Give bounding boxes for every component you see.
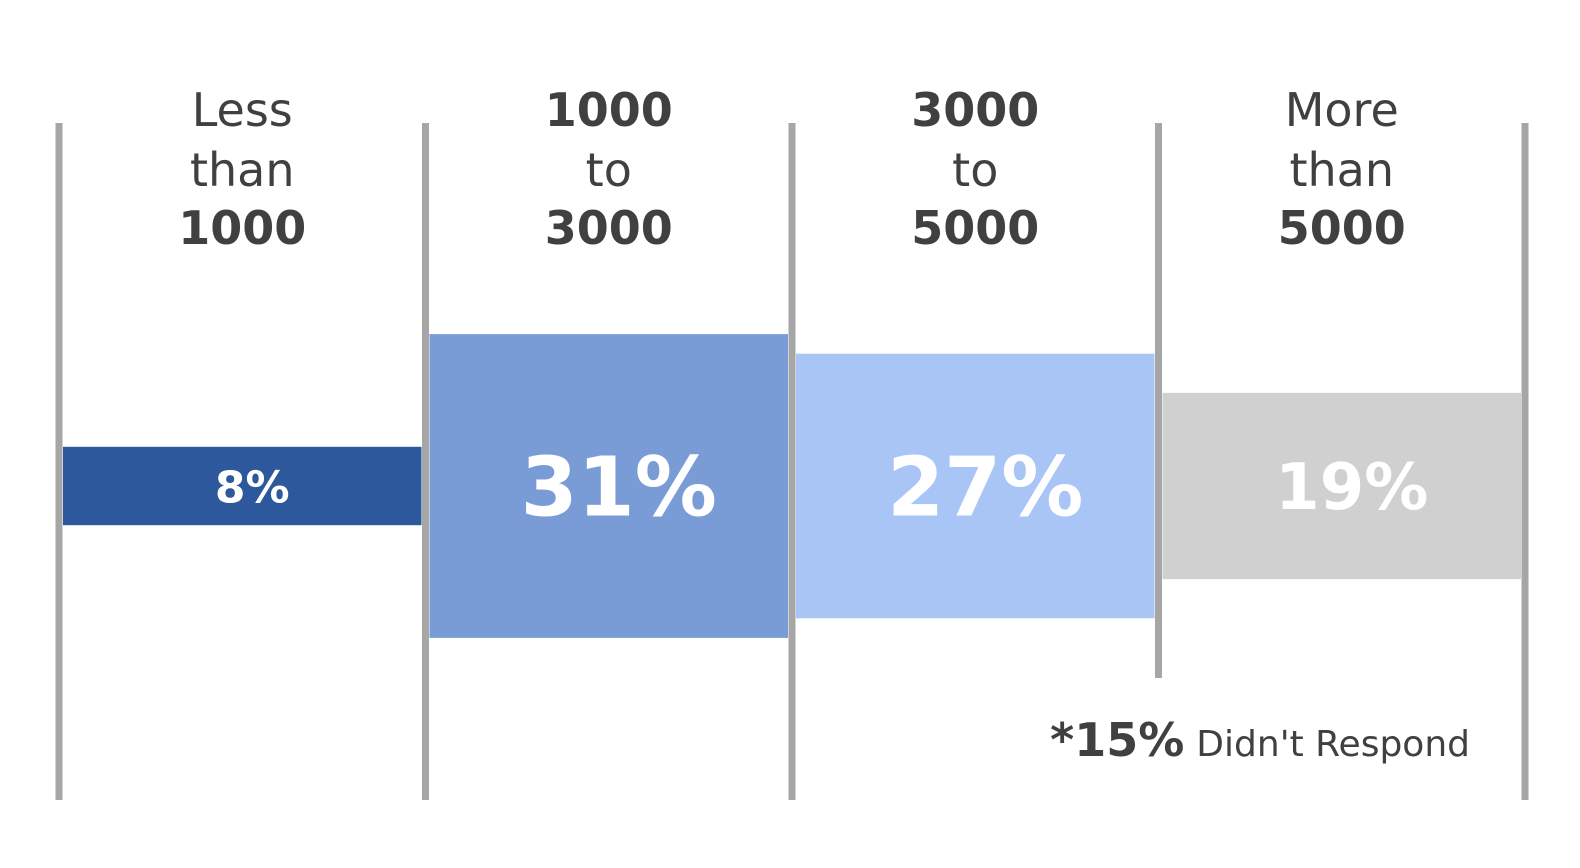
category-label-2-line-2: to bbox=[586, 143, 632, 197]
category-label-3-line-3: 5000 bbox=[911, 201, 1039, 255]
category-label-2-line-1: 1000 bbox=[545, 83, 673, 137]
value-label-1: 8% bbox=[215, 463, 290, 514]
column-dividers bbox=[55, 123, 1529, 800]
value-label-2: 31% bbox=[521, 441, 717, 536]
bar-1 bbox=[63, 446, 422, 526]
bar-4 bbox=[1162, 392, 1521, 580]
value-label-4: 19% bbox=[1275, 451, 1428, 525]
category-label-4-line-2: than bbox=[1289, 143, 1394, 197]
category-label-2-line-3: 3000 bbox=[545, 201, 673, 255]
note-percent: 15% bbox=[1074, 713, 1184, 767]
category-label-4-line-1: More bbox=[1285, 83, 1399, 137]
note-asterisk: * bbox=[1050, 713, 1074, 767]
category-labels: Lessthan10001000to30003000to5000Morethan… bbox=[178, 83, 1406, 255]
category-label-1-line-1: Less bbox=[192, 83, 293, 137]
note-text: Didn't Respond bbox=[1196, 724, 1470, 765]
bar-2 bbox=[429, 334, 788, 638]
category-label-4-line-3: 5000 bbox=[1278, 201, 1406, 255]
no-response-note: *15% Didn't Respond bbox=[1050, 713, 1470, 767]
category-label-3-line-1: 3000 bbox=[911, 83, 1039, 137]
bar-3 bbox=[796, 353, 1155, 619]
category-label-1-line-2: than bbox=[190, 143, 295, 197]
category-label-1-line-3: 1000 bbox=[178, 201, 306, 255]
value-labels: 8% 31% 27% 19% bbox=[215, 441, 1428, 536]
value-label-3: 27% bbox=[887, 441, 1083, 536]
category-label-3-line-2: to bbox=[952, 143, 998, 197]
bars bbox=[63, 334, 1521, 638]
